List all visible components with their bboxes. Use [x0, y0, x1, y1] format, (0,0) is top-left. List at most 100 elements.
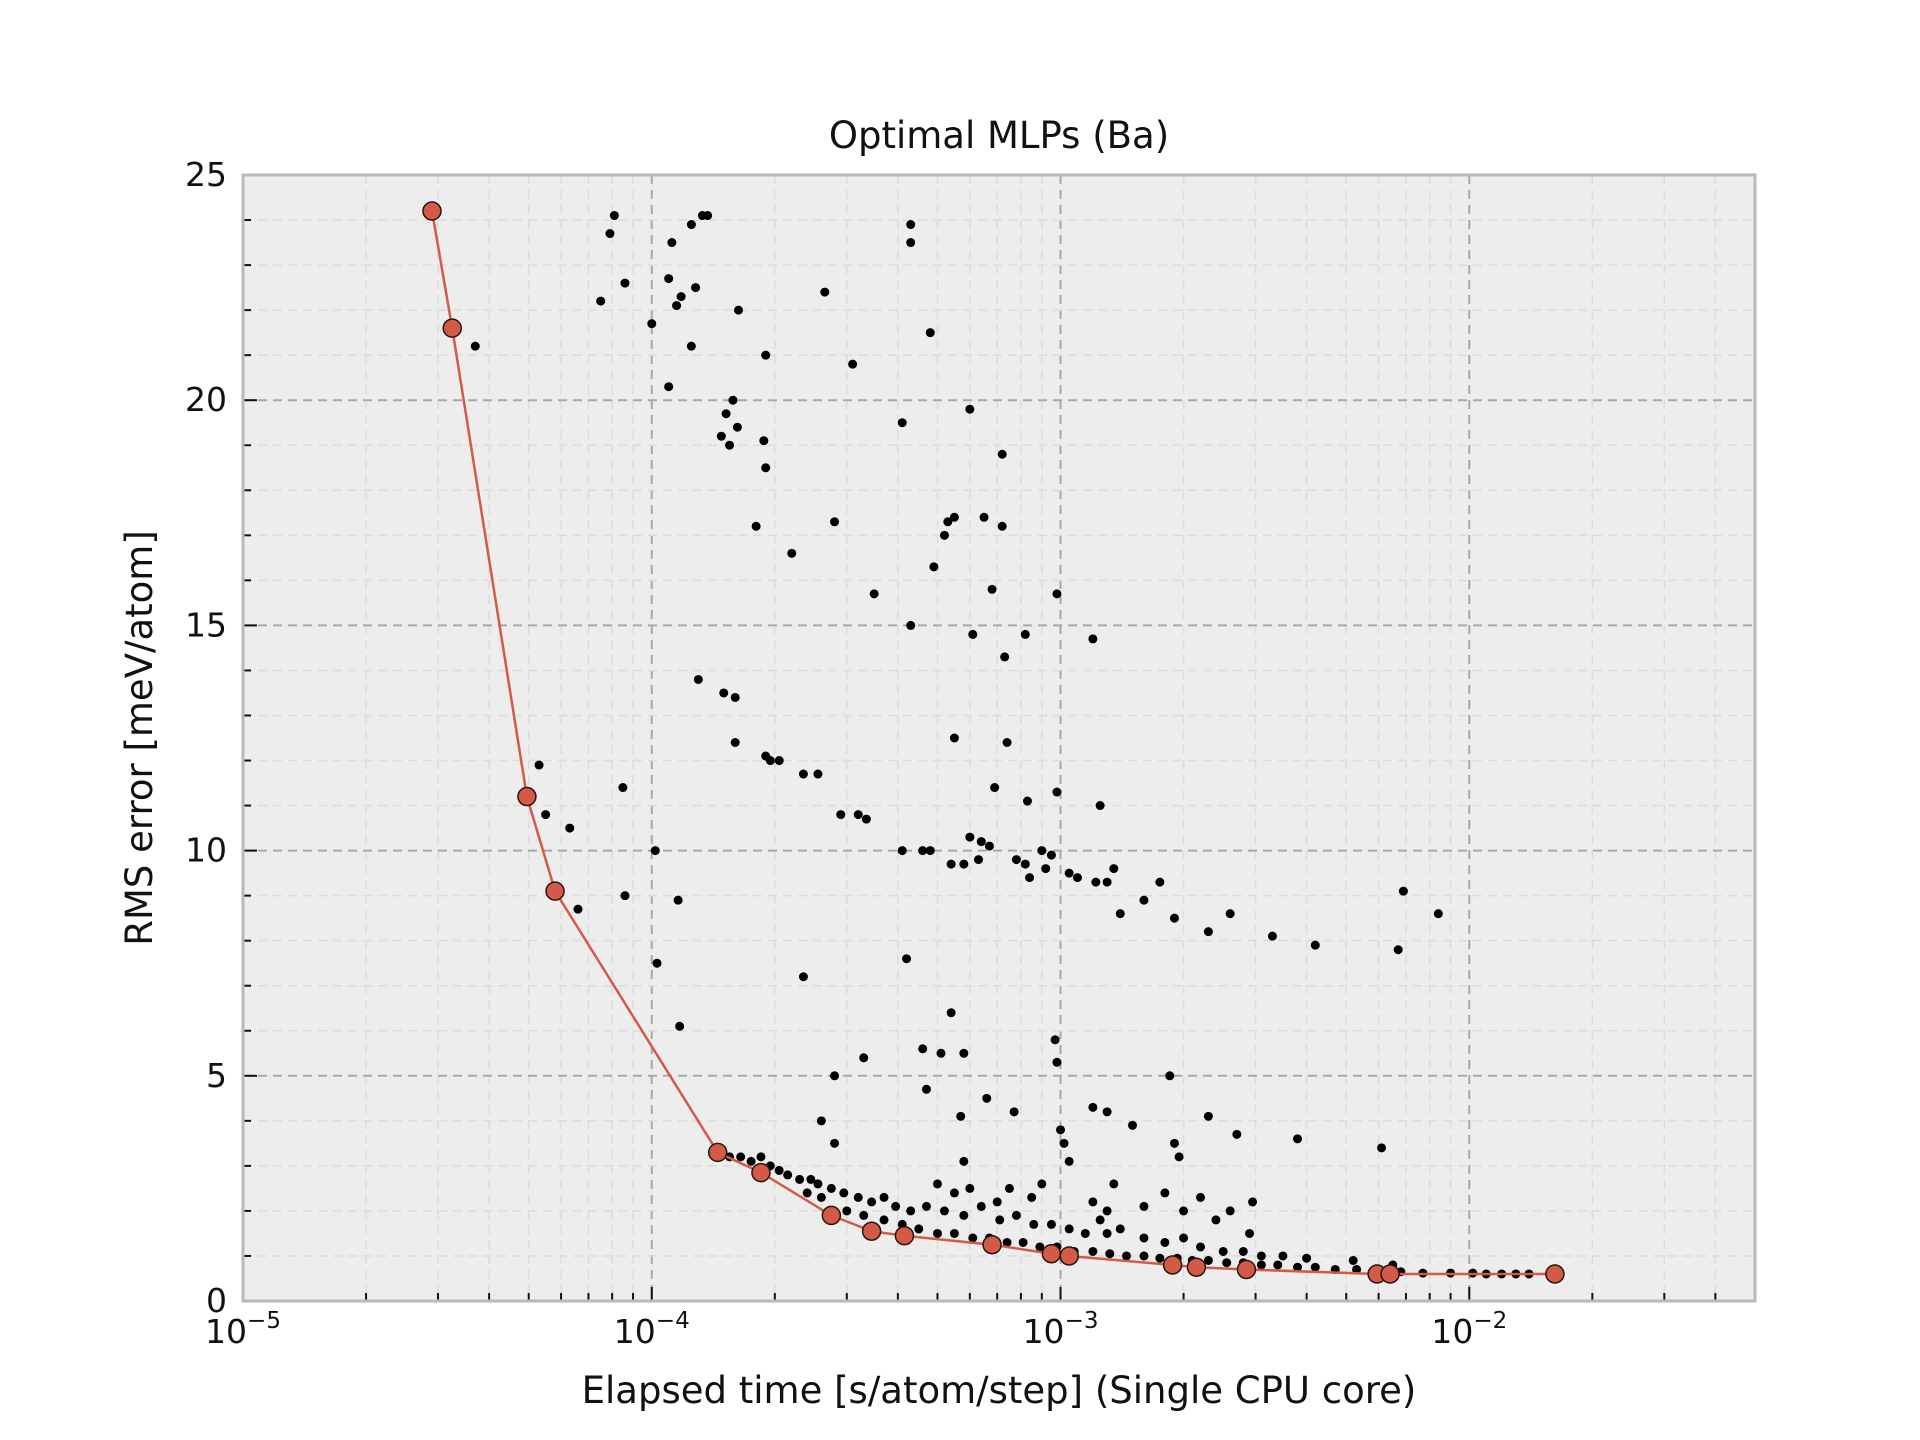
scatter-point: [1050, 1035, 1060, 1045]
scatter-point: [1248, 1197, 1258, 1207]
scatter-point: [774, 756, 784, 766]
scatter-point: [1160, 1188, 1170, 1198]
scatter-point: [1020, 859, 1030, 869]
scatter-point: [949, 1188, 959, 1198]
pareto-point: [1236, 1259, 1257, 1280]
scatter-point: [719, 688, 729, 698]
scatter-point: [1115, 1224, 1125, 1234]
scatter-point: [1348, 1255, 1358, 1265]
scatter-point: [1293, 1134, 1303, 1144]
scatter-point: [1059, 1138, 1069, 1148]
y-tick-label: 10: [185, 831, 227, 870]
y-tick-label: 20: [185, 380, 227, 419]
scatter-point: [1160, 1237, 1170, 1247]
scatter-point: [1064, 1224, 1074, 1234]
scatter-point: [759, 436, 769, 446]
scatter-point: [756, 1152, 766, 1162]
scatter-point: [761, 463, 771, 473]
scatter-point: [939, 1206, 949, 1216]
scatter-point: [959, 1210, 969, 1220]
y-tick-label: 5: [206, 1056, 227, 1095]
scatter-point: [620, 278, 630, 288]
scatter-point: [867, 1197, 877, 1207]
scatter-point: [596, 296, 606, 306]
scatter-point: [949, 733, 959, 743]
scatter-point: [1035, 1242, 1045, 1252]
pareto-point: [751, 1162, 771, 1183]
scatter-point: [721, 409, 731, 419]
scatter-point: [676, 292, 686, 302]
scatter-point: [918, 1044, 928, 1054]
scatter-point: [1225, 1206, 1235, 1216]
scatter-point: [1052, 787, 1062, 797]
scatter-point: [1433, 909, 1443, 919]
scatter-point: [906, 238, 916, 248]
pareto-point: [1059, 1246, 1079, 1266]
scatter-point: [1195, 1192, 1205, 1202]
scatter-point: [675, 1021, 685, 1031]
scatter-point: [1267, 931, 1277, 941]
scatter-point: [728, 395, 738, 405]
scatter-point: [1064, 1156, 1074, 1166]
scatter-point: [918, 846, 928, 856]
scatter-point: [997, 449, 1007, 459]
scatter-point: [693, 674, 703, 684]
scatter-point: [1169, 913, 1179, 923]
scatter-point: [1179, 1233, 1189, 1243]
data-layer: [422, 201, 1565, 1284]
scatter-point: [1293, 1262, 1303, 1272]
x-axis-label: Elapsed time [s/atom/step] (Single CPU c…: [582, 1369, 1417, 1412]
scatter-point: [1037, 846, 1047, 856]
scatter-point: [921, 1084, 931, 1094]
scatter-point: [1155, 877, 1165, 887]
scatter-point: [1139, 895, 1149, 905]
scatter-point: [816, 1116, 826, 1126]
scatter-point: [1018, 1237, 1028, 1247]
scatter-point: [667, 238, 677, 248]
scatter-point: [1109, 864, 1119, 874]
scatter-point: [1072, 873, 1082, 883]
scatter-point: [1046, 850, 1056, 860]
scatter-point: [859, 1053, 869, 1063]
scatter-point: [1310, 1262, 1320, 1272]
x-tick-label: 10−3: [1023, 1308, 1099, 1351]
pareto-point: [517, 786, 537, 807]
scatter-point: [1064, 868, 1074, 878]
scatter-point: [1029, 1219, 1039, 1229]
scatter-point: [1245, 1228, 1255, 1238]
x-tick-label: 10−2: [1431, 1308, 1507, 1351]
scatter-point: [1273, 1260, 1283, 1270]
scatter-point: [965, 404, 975, 414]
scatter-point: [943, 517, 953, 527]
scatter-point: [620, 891, 630, 901]
scatter-point: [1102, 1228, 1112, 1238]
tick-labels: 0 5 10 15 20 25 10−5 10−4 10−3 10−2: [185, 155, 1507, 1351]
scatter-point: [1004, 1183, 1014, 1193]
scatter-point: [1102, 877, 1112, 887]
scatter-point: [1037, 1179, 1047, 1189]
scatter-point: [959, 1156, 969, 1166]
scatter-point: [664, 274, 674, 284]
scatter-point: [733, 305, 743, 315]
scatter-point: [765, 756, 775, 766]
scatter-point: [1232, 1129, 1242, 1139]
scatter-point: [1393, 945, 1403, 955]
scatter-point: [787, 548, 797, 558]
y-tick-label: 25: [185, 155, 227, 194]
scatter-point: [959, 859, 969, 869]
scatter-point: [1105, 1249, 1115, 1259]
scatter-point: [853, 1192, 863, 1202]
scatter-point: [1179, 1206, 1189, 1216]
scatter-point: [1174, 1152, 1184, 1162]
scatter-point: [990, 783, 1000, 793]
scatter-point: [806, 1174, 816, 1184]
scatter-point: [1128, 1120, 1138, 1130]
scatter-point: [1211, 1215, 1221, 1225]
scatter-point: [802, 1188, 812, 1198]
scatter-point: [902, 954, 912, 964]
plot-area-background: [243, 175, 1755, 1301]
scatter-point: [1203, 1111, 1213, 1121]
scatter-point: [1000, 652, 1010, 662]
scatter-point: [997, 521, 1007, 531]
